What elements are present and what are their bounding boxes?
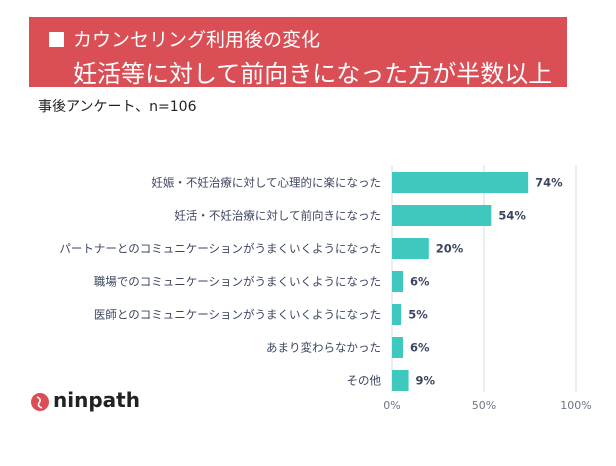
x-tick-label: 50% [472,399,496,412]
value-label: 9% [416,374,436,388]
ninpath-logo-icon [31,393,49,411]
value-label: 6% [410,341,430,355]
category-label: 妊活・不妊治療に対して前向きになった [174,209,381,223]
bar [392,370,409,391]
x-tick-label: 100% [560,399,591,412]
title-banner: カウンセリング利用後の変化 妊活等に対して前向きになった方が半数以上 [29,17,567,88]
square-icon [49,32,64,47]
bar [392,205,492,226]
bar [392,337,404,358]
value-label: 6% [410,275,430,289]
survey-note: 事後アンケート、n=106 [38,99,197,115]
banner-subtitle: 妊活等に対して前向きになった方が半数以上 [73,60,553,88]
category-label: 職場でのコミュニケーションがうまくいくようになった [94,275,381,289]
brand-name: ninpath [53,388,140,412]
value-label: 20% [436,242,464,256]
banner-title: カウンセリング利用後の変化 [73,29,321,51]
brand-logo: ninpath [31,388,141,416]
bar [392,172,529,193]
bar [392,238,429,259]
category-label: その他 [347,374,382,388]
category-label: パートナーとのコミュニケーションがうまくいくようになった [59,242,381,256]
bar [392,271,404,292]
value-label: 54% [498,209,526,223]
value-label: 5% [408,308,428,322]
value-label: 74% [535,176,563,190]
category-label: 医師とのコミュニケーションがうまくいくようになった [94,308,381,322]
category-label: 妊娠・不妊治療に対して心理的に楽になった [151,176,381,190]
bar [392,304,402,325]
x-tick-label: 0% [383,399,400,412]
category-label: あまり変わらなかった [266,341,381,355]
